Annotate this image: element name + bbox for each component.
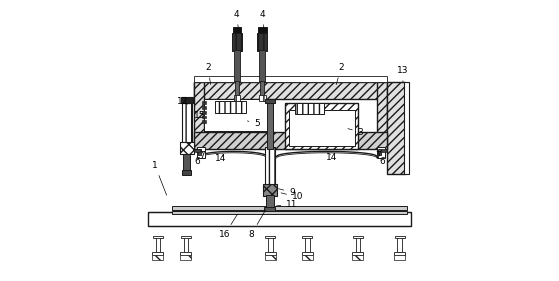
Bar bbox=[259, 95, 266, 101]
Text: 4: 4 bbox=[233, 10, 239, 29]
Text: 4: 4 bbox=[260, 10, 266, 29]
Bar bbox=[264, 207, 275, 211]
Text: 13: 13 bbox=[397, 66, 408, 82]
Bar bbox=[394, 252, 405, 255]
Text: 1: 1 bbox=[152, 161, 167, 195]
Bar bbox=[395, 235, 405, 238]
Bar bbox=[305, 237, 310, 252]
Bar bbox=[202, 115, 206, 118]
Bar bbox=[259, 50, 265, 82]
Bar bbox=[194, 82, 204, 149]
Bar bbox=[264, 255, 276, 260]
Bar bbox=[181, 235, 191, 238]
Bar bbox=[215, 101, 246, 112]
Bar bbox=[194, 82, 387, 99]
Bar bbox=[377, 82, 387, 149]
Bar bbox=[258, 27, 267, 33]
Text: 8: 8 bbox=[249, 210, 266, 239]
Bar bbox=[264, 252, 276, 255]
Bar bbox=[180, 255, 191, 260]
Text: 3: 3 bbox=[348, 128, 363, 137]
Bar bbox=[182, 170, 191, 175]
Bar bbox=[202, 106, 206, 109]
Bar bbox=[268, 237, 272, 252]
Text: 10: 10 bbox=[281, 192, 304, 201]
Bar bbox=[148, 212, 411, 226]
Bar bbox=[183, 154, 190, 171]
Bar bbox=[232, 33, 242, 51]
Bar bbox=[302, 235, 312, 238]
Bar bbox=[202, 101, 206, 104]
Text: 7: 7 bbox=[375, 151, 381, 160]
Text: 11: 11 bbox=[276, 200, 298, 209]
Bar bbox=[356, 237, 360, 252]
Bar bbox=[265, 148, 274, 185]
Bar bbox=[235, 81, 239, 96]
Text: 6: 6 bbox=[194, 157, 200, 166]
Bar bbox=[260, 81, 264, 96]
Text: 2: 2 bbox=[205, 63, 211, 85]
Bar bbox=[381, 149, 386, 152]
Text: 9: 9 bbox=[278, 188, 295, 197]
Bar bbox=[352, 255, 363, 260]
Bar bbox=[267, 100, 273, 149]
Bar bbox=[182, 103, 192, 143]
Bar bbox=[181, 97, 192, 103]
Text: 14: 14 bbox=[325, 153, 337, 162]
Bar bbox=[204, 99, 272, 131]
Bar bbox=[234, 95, 240, 101]
Bar bbox=[265, 99, 274, 103]
Text: 12: 12 bbox=[177, 97, 189, 106]
Bar bbox=[198, 149, 201, 155]
Bar bbox=[180, 252, 191, 255]
Text: 6: 6 bbox=[380, 157, 385, 166]
Bar bbox=[202, 111, 206, 114]
Bar bbox=[195, 149, 200, 152]
Bar bbox=[183, 237, 188, 252]
Bar bbox=[265, 235, 275, 238]
Bar bbox=[397, 237, 402, 252]
Bar bbox=[404, 82, 409, 174]
Bar bbox=[263, 184, 277, 196]
Bar bbox=[194, 132, 387, 149]
Bar bbox=[172, 211, 407, 214]
Bar bbox=[153, 235, 163, 238]
Text: 2: 2 bbox=[336, 63, 344, 85]
Text: 16: 16 bbox=[219, 214, 238, 239]
Bar bbox=[152, 255, 163, 260]
Bar bbox=[352, 252, 363, 255]
Bar bbox=[202, 120, 206, 123]
Bar bbox=[378, 149, 381, 155]
Text: 5: 5 bbox=[247, 119, 260, 128]
Text: 14: 14 bbox=[215, 154, 226, 163]
Bar bbox=[377, 147, 385, 158]
Bar bbox=[152, 252, 163, 255]
Bar bbox=[179, 142, 193, 155]
Bar bbox=[155, 237, 160, 252]
Bar bbox=[172, 206, 407, 210]
Bar bbox=[197, 147, 205, 158]
Bar bbox=[257, 33, 267, 51]
Bar bbox=[290, 110, 355, 146]
Text: 15: 15 bbox=[193, 111, 205, 120]
Bar bbox=[194, 76, 387, 82]
Bar bbox=[302, 255, 313, 260]
Bar bbox=[266, 195, 274, 208]
Text: 7: 7 bbox=[199, 151, 205, 160]
Bar bbox=[233, 27, 241, 33]
Bar bbox=[285, 103, 358, 149]
Bar bbox=[302, 252, 313, 255]
Bar bbox=[387, 82, 405, 174]
Bar bbox=[295, 103, 324, 114]
Bar bbox=[353, 235, 363, 238]
Bar bbox=[234, 50, 240, 82]
Bar bbox=[394, 255, 405, 260]
